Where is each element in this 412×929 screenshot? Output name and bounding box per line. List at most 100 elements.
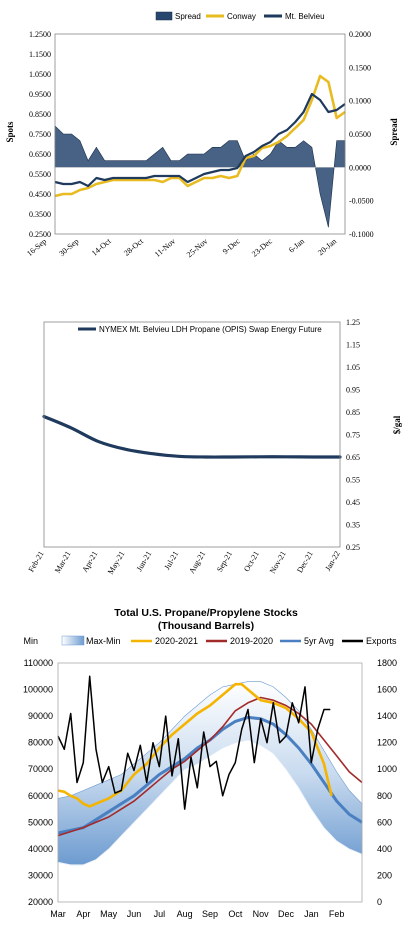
plot-frame [54, 33, 346, 235]
spot-prices-chart: Spread Conway Mt. Belvieu 1.2500 1.1500 1.05… [5, 11, 399, 260]
x-tick-label: Jan [304, 909, 319, 919]
legend-label: 5yr Avg [304, 636, 334, 646]
x-tick-label: 9-Dec [221, 236, 242, 256]
y2-tick-label: 0.2000 [349, 30, 371, 39]
y-tick-label: 0.35 [346, 521, 360, 530]
x-tick-label: Aug [177, 909, 193, 919]
y-tick-label: 1.1500 [29, 50, 51, 59]
x-tick-label: Sep [202, 909, 218, 919]
legend-label: Conway [227, 12, 256, 21]
y2-tick-label: 600 [377, 817, 392, 827]
x-tick-label: Nov [253, 909, 270, 919]
y-tick-label: 0.75 [346, 431, 360, 440]
x-tick-label: Jun [127, 909, 142, 919]
x-tick-label: Jul [154, 909, 166, 919]
x-tick-label: Jun-21 [135, 550, 154, 573]
x-tick-label: May-21 [106, 550, 126, 576]
chart3-subtitle: (Thousand Barrels) [158, 620, 254, 632]
chart2-legend: NYMEX Mt. Belvieu LDH Propane (OPIS) Swa… [78, 325, 322, 334]
x-tick-label: Dec-21 [295, 550, 315, 575]
x-tick-label: 14-Oct [90, 236, 113, 258]
y2-tick-label: 0.1000 [349, 97, 371, 106]
series-swap-future [42, 414, 342, 459]
y-tick-label: 0.55 [346, 476, 360, 485]
legend-label: Max-Min [86, 636, 121, 646]
y-axis-label: Spots [5, 121, 15, 143]
y-tick-label: 1.0500 [29, 70, 51, 79]
y2-tick-label: -0.0500 [349, 197, 374, 206]
y-tick-label: 0.9500 [29, 90, 51, 99]
legend-label: Spread [175, 12, 201, 21]
propane-stocks-chart: Total U.S. Propane/Propylene Stocks (Tho… [23, 607, 397, 919]
x-tick-label: Feb [329, 909, 345, 919]
y2-tick-label: 0.1500 [349, 63, 371, 72]
y2-tick-label: 400 [377, 844, 392, 854]
legend-label: 2020-2021 [155, 636, 198, 646]
x-tick-label: 20-Jan [316, 237, 338, 258]
x-tick-label: Oct-21 [242, 550, 261, 574]
series-spread [54, 125, 346, 228]
y2-tick-label: 1400 [377, 711, 397, 721]
x-tick-label: Feb-21 [27, 550, 46, 574]
series-2019-2020 [57, 696, 363, 837]
y-tick-label: 0.95 [346, 386, 360, 395]
y2-tick-label: 1800 [377, 658, 397, 668]
y-tick-label: 60000 [28, 791, 53, 801]
y-tick-label: 0.4500 [29, 190, 51, 199]
x-tick-label: May [100, 909, 118, 919]
x-tick-label: Aug-21 [187, 550, 207, 576]
y2-tick-label: 200 [377, 870, 392, 880]
y-tick-label: 20000 [28, 897, 53, 907]
y-tick-label: 0.3500 [29, 210, 51, 219]
x-tick-label: 25-Nov [185, 237, 210, 260]
y-tick-label: 1.05 [346, 363, 360, 372]
y2-tick-label: 800 [377, 791, 392, 801]
swap-future-chart: 1.25 1.15 1.05 0.95 0.85 0.75 0.65 0.55 0.45 0.35… [27, 318, 402, 576]
chart3-title: Total U.S. Propane/Propylene Stocks [114, 607, 298, 619]
x-tick-label: Apr-21 [80, 550, 99, 574]
legend-label: Min [23, 636, 38, 646]
x-tick-label: Apr [76, 909, 90, 919]
y-tick-label: 0.7500 [29, 130, 51, 139]
x-tick-label: Jan-22 [323, 550, 341, 573]
y-tick-label: 0.85 [346, 408, 360, 417]
y2-tick-label: 1600 [377, 685, 397, 695]
y2-axis-label: $/gal [392, 415, 402, 434]
y-tick-label: 0.65 [346, 453, 360, 462]
x-tick-label: Dec [278, 909, 295, 919]
x-tick-label: Sep-21 [215, 550, 234, 574]
x-tick-label: 23-Dec [250, 236, 274, 258]
chart3-legend: Min Max-Min 2020-2021 2019-2020 5yr Avg Expor… [23, 635, 397, 646]
y-tick-label: 50000 [28, 817, 53, 827]
y2-axis-label: Spread [389, 118, 399, 145]
legend-swatch [61, 635, 85, 646]
y2-tick-label: 1200 [377, 738, 397, 748]
x-tick-label: 11-Nov [153, 237, 177, 259]
x-tick-label: 6-Jan [287, 237, 306, 255]
plot-frame [43, 321, 341, 548]
y-tick-label: 90000 [28, 711, 53, 721]
y-tick-label: 70000 [28, 764, 53, 774]
x-tick-label: Mar-21 [53, 550, 73, 575]
x-tick-label: 16-Sep [25, 237, 48, 258]
y-tick-label: 0.5500 [29, 170, 51, 179]
legend-label: Exports [366, 636, 397, 646]
y-tick-label: 0.6500 [29, 150, 51, 159]
y-tick-label: 110000 [24, 658, 53, 668]
y2-tick-label: 1000 [377, 764, 397, 774]
plot-frame [57, 662, 363, 903]
legend-label: 2019-2020 [230, 636, 273, 646]
x-tick-label: Jul-21 [162, 550, 180, 572]
y-tick-label: 1.25 [346, 318, 360, 327]
y-tick-label: 0.25 [346, 543, 360, 552]
series-min [57, 739, 363, 866]
y-tick-label: 1.2500 [29, 30, 51, 39]
y-tick-label: 0.8500 [29, 110, 51, 119]
y-tick-label: 80000 [28, 738, 53, 748]
y-tick-label: 0.45 [346, 498, 360, 507]
series-mt-belvieu [54, 92, 346, 188]
series-exports [57, 675, 331, 810]
y-tick-label: 100000 [23, 685, 53, 695]
x-tick-label: 28-Oct [122, 236, 145, 258]
x-tick-label: Nov-21 [268, 550, 288, 576]
